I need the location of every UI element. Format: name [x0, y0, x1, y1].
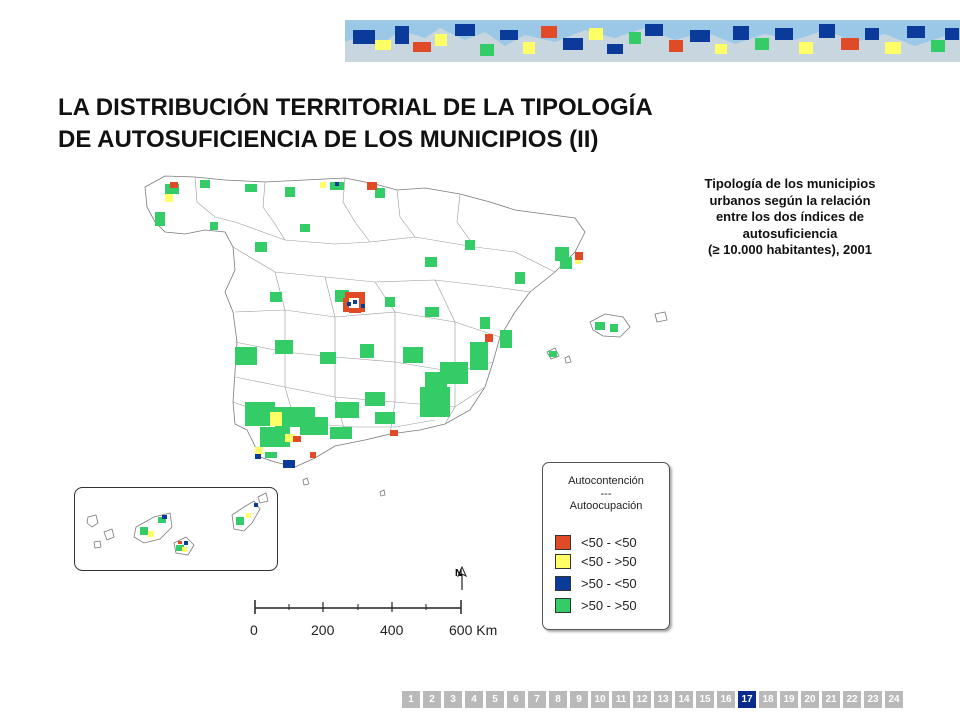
page-button-9[interactable]: 9 [570, 691, 588, 708]
legend-swatch-green [555, 598, 571, 613]
spain-map [144, 175, 668, 497]
page-button-6[interactable]: 6 [507, 691, 525, 708]
legend-title-line-3: Autoocupación [569, 500, 643, 512]
page-button-5[interactable]: 5 [486, 691, 504, 708]
scale-label-200: 200 [311, 622, 335, 638]
page-button-11[interactable]: 11 [612, 691, 630, 708]
page-button-8[interactable]: 8 [549, 691, 567, 708]
legend-title: Autocontención --- Autoocupación [543, 475, 669, 513]
legend-label: >50 - >50 [581, 598, 637, 613]
canary-green-areas [140, 517, 244, 551]
scale-bar [254, 600, 462, 614]
page-button-19[interactable]: 19 [780, 691, 798, 708]
page-button-18[interactable]: 18 [759, 691, 777, 708]
page-title: LA DISTRIBUCIÓN TERRITORIAL DE LA TIPOLO… [58, 92, 758, 156]
peninsula-outline [144, 175, 586, 468]
page-button-14[interactable]: 14 [675, 691, 693, 708]
north-arrow-label: N [455, 568, 463, 579]
slide-pagination: 1 2 3 4 5 6 7 8 9 10 11 12 13 14 15 16 17 18 19 20 21 22 23 24 [402, 691, 903, 708]
type-blue-areas [255, 182, 365, 468]
page-button-15[interactable]: 15 [696, 691, 714, 708]
legend-swatch-blue [555, 576, 571, 591]
scale-label-600-km: 600 Km [449, 622, 498, 638]
page-button-1[interactable]: 1 [402, 691, 420, 708]
page-title-line-2: DE AUTOSUFICIENCIA DE LOS MUNICIPIOS (II… [58, 126, 599, 153]
page-button-16[interactable]: 16 [717, 691, 735, 708]
page-button-22[interactable]: 22 [843, 691, 861, 708]
page-button-23[interactable]: 23 [864, 691, 882, 708]
map-caption-line-3: entre los dos índices de [715, 209, 865, 224]
legend-label: <50 - <50 [581, 535, 637, 550]
page-title-line-1: LA DISTRIBUCIÓN TERRITORIAL DE LA TIPOLO… [58, 94, 653, 121]
scale-label-400: 400 [380, 622, 404, 638]
page-button-2[interactable]: 2 [423, 691, 441, 708]
page-button-20[interactable]: 20 [801, 691, 819, 708]
page-button-21[interactable]: 21 [822, 691, 840, 708]
north-arrow-icon [456, 566, 468, 590]
page-button-12[interactable]: 12 [633, 691, 651, 708]
scale-label-0: 0 [250, 622, 258, 638]
canary-blue-areas [162, 503, 258, 545]
map-caption-line-5: (≥ 10.000 habitantes), 2001 [708, 242, 872, 257]
page-button-7[interactable]: 7 [528, 691, 546, 708]
legend-swatch-yellow [555, 554, 571, 569]
map-caption-line-2: urbanos según la relación [709, 192, 871, 208]
page-button-3[interactable]: 3 [444, 691, 462, 708]
type-green-areas [155, 180, 618, 458]
banner-map-strip [345, 20, 960, 62]
map-caption: Tipología de los municipios urbanos segú… [670, 176, 910, 259]
legend-swatch-red [555, 535, 571, 550]
legend-label: >50 - <50 [581, 576, 637, 591]
type-red-areas [170, 182, 583, 458]
page-button-13[interactable]: 13 [654, 691, 672, 708]
canary-yellow-areas [148, 513, 251, 552]
page-button-17[interactable]: 17 [738, 691, 756, 708]
page-button-4[interactable]: 4 [465, 691, 483, 708]
map-legend: Autocontención --- Autoocupación <50 - <… [542, 462, 670, 630]
map-caption-line-1: Tipología de los municipios [704, 176, 876, 191]
legend-title-line-1: Autocontención [568, 475, 644, 487]
map-caption-line-4: autosuficiencia [742, 225, 838, 241]
canary-islands-inset [74, 487, 278, 571]
legend-title-line-2: --- [600, 487, 612, 500]
page-button-10[interactable]: 10 [591, 691, 609, 708]
legend-label: <50 - >50 [581, 554, 637, 569]
ceuta-melilla [302, 477, 386, 497]
balearic-islands [546, 311, 668, 364]
canary-red-areas [178, 541, 182, 544]
page-button-24[interactable]: 24 [885, 691, 903, 708]
